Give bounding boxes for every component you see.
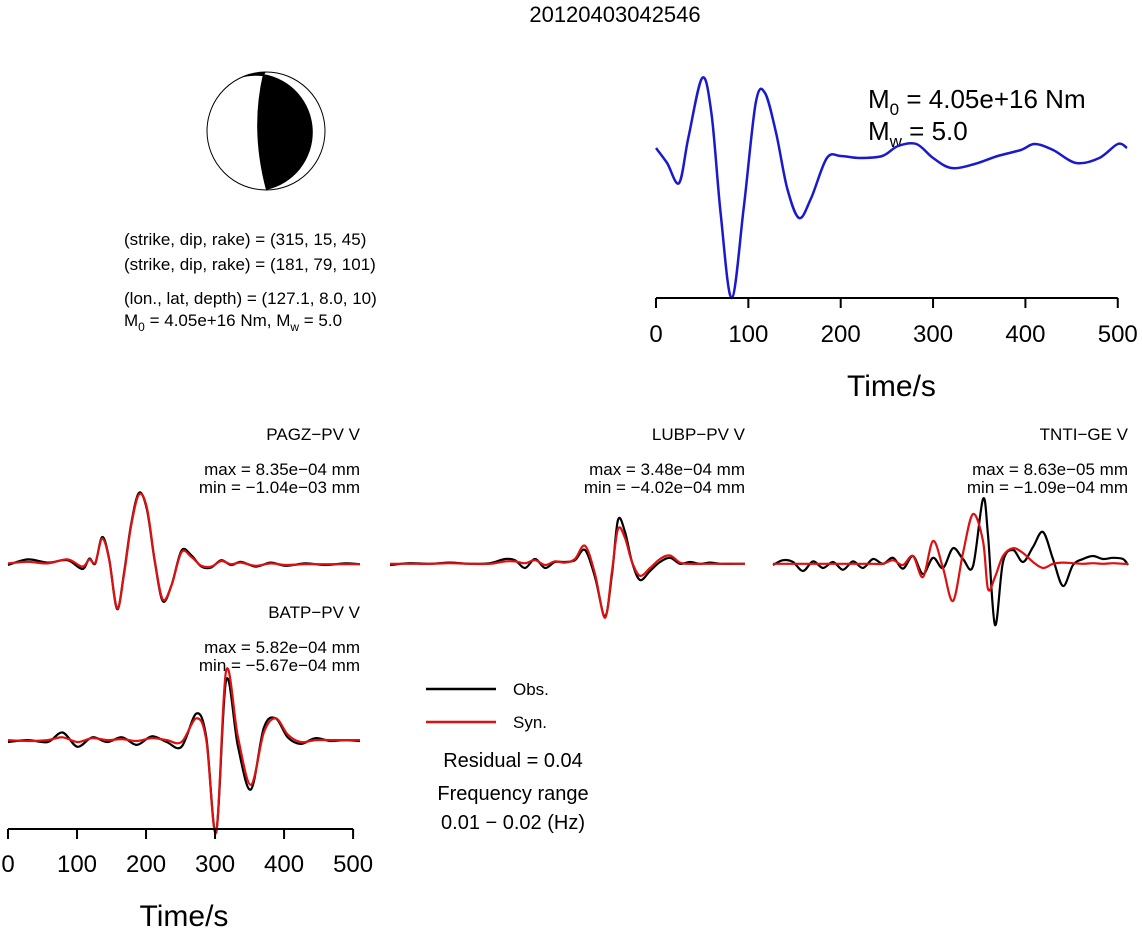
residual-text: Residual = 0.04 [443,750,583,772]
synthetic-trace [7,492,360,610]
frequency-range-title: Frequency range [437,783,588,805]
station-max: max = 5.82e−04 mm [204,638,360,657]
stf-moment-label: M0 = 4.05e+16 Nm [868,84,1086,119]
stf-plot: 0 100 200 300 400 500 Time/s [649,76,1138,403]
stf-x-tick-label: 100 [728,321,768,348]
nodal-plane-2: (strike, dip, rake) = (181, 79, 101) [124,255,376,274]
bottom-x-tick-label: 400 [264,851,304,878]
beachball [206,71,326,191]
stf-x-tick-label: 0 [649,321,662,348]
observed-trace [772,497,1129,627]
station-max: max = 8.63e−05 mm [972,460,1128,479]
synthetic-trace [773,512,1129,603]
station-name: TNTI−GE V [1040,425,1129,444]
stf-x-tick-label: 500 [1098,321,1138,348]
event-moment: M0 = 4.05e+16 Nm, Mw = 5.0 [124,311,342,334]
station-max: max = 8.35e−04 mm [204,460,360,479]
bottom-x-tick-label: 300 [195,851,235,878]
bottom-x-tick-label: 200 [126,851,166,878]
stf-x-axis-label: Time/s [847,370,936,403]
station-name: PAGZ−PV V [266,425,360,444]
legend-obs-label: Obs. [513,680,549,699]
event-location: (lon., lat, depth) = (127.1, 8.0, 10) [124,289,377,308]
stf-x-tick-label: 200 [821,321,861,348]
stf-line [654,76,1128,300]
station-name: BATP−PV V [268,603,360,622]
station-min: min = −5.67e−04 mm [199,656,360,675]
station-min: min = −1.04e−03 mm [199,478,360,497]
frequency-range-value: 0.01 − 0.02 (Hz) [441,812,585,834]
bottom-x-axis-label: Time/s [140,900,229,928]
legend: Obs. Syn. Residual = 0.04 Frequency rang… [426,680,589,834]
synthetic-trace [7,667,360,835]
synthetic-trace [390,526,745,619]
beachball-compressional-cap [240,71,266,78]
bottom-x-tick-label: 0 [1,851,14,878]
observed-trace [7,677,361,834]
nodal-plane-1: (strike, dip, rake) = (315, 15, 45) [124,230,366,249]
station-max: max = 3.48e−04 mm [589,460,745,479]
station-min: min = −4.02e−04 mm [584,478,745,497]
station-name: LUBP−PV V [652,425,746,444]
bottom-x-tick-label: 500 [333,851,373,878]
bottom-x-tick-label: 100 [57,851,97,878]
beachball-compressional-quadrant [257,74,313,190]
legend-syn-label: Syn. [513,713,547,732]
observed-trace [389,516,745,618]
stf-magnitude-label: Mw = 5.0 [868,116,968,151]
stf-x-tick-label: 300 [913,321,953,348]
stf-x-tick-label: 400 [1005,321,1045,348]
station-min: min = −1.09e−04 mm [967,478,1128,497]
figure-title: 20120403042546 [529,2,700,27]
